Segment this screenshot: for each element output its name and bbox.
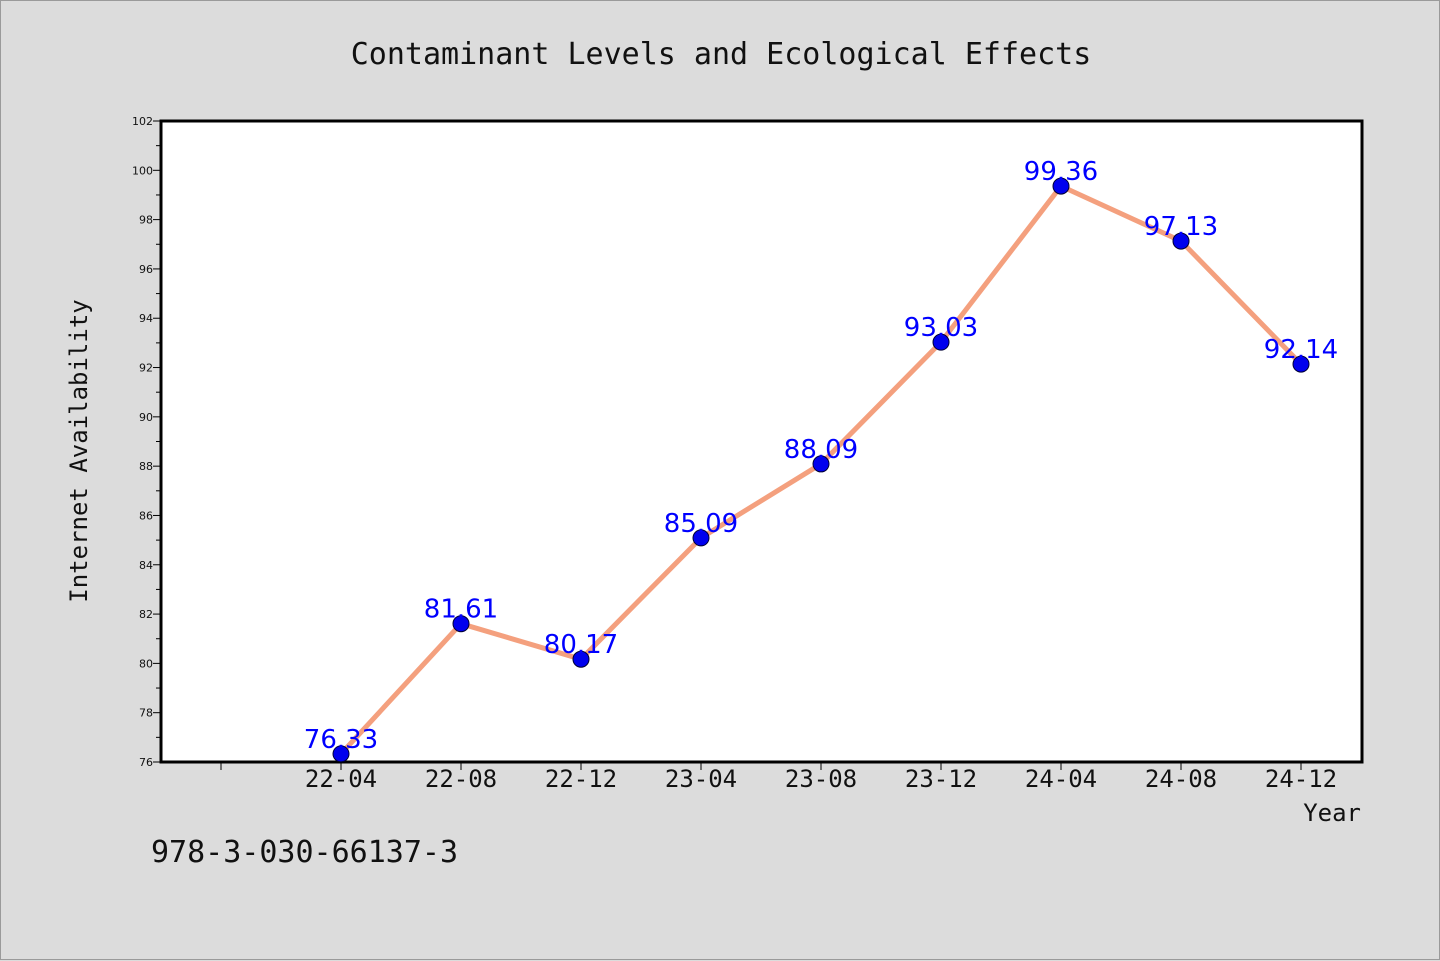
plot-area — [159, 119, 1364, 764]
data-label: 99.36 — [1024, 157, 1098, 187]
x-axis: 22-04 22-08 22-12 23-04 23-08 23-12 24-04 24-08… — [220, 762, 1337, 793]
x-tick-label: 23-04 — [665, 765, 737, 793]
data-point — [932, 333, 950, 351]
x-axis-label: Year — [1303, 799, 1361, 827]
y-tick-label: 86 — [139, 509, 153, 522]
data-point — [1292, 355, 1310, 373]
data-point — [572, 650, 590, 668]
data-point — [1172, 232, 1190, 250]
data-label: 80.17 — [544, 630, 618, 660]
y-tick-label: 82 — [139, 608, 153, 621]
y-tick-label: 100 — [132, 164, 153, 177]
y-axis: 76 78 80 82 84 86 88 90 92 94 96 98 100 102 — [132, 115, 161, 769]
data-point — [1052, 177, 1070, 195]
data-point — [692, 529, 710, 547]
data-point — [332, 745, 350, 763]
y-tick-label: 84 — [139, 559, 153, 572]
y-tick-label: 92 — [139, 362, 153, 375]
x-tick-label: 22-12 — [545, 765, 617, 793]
y-tick-label: 80 — [139, 657, 153, 670]
data-point — [812, 455, 830, 473]
data-points — [332, 177, 1310, 763]
y-tick-label: 96 — [139, 263, 153, 276]
y-tick-label: 90 — [139, 411, 153, 424]
y-axis-label: Internet Availability — [65, 299, 93, 602]
data-label: 76.33 — [304, 725, 378, 755]
y-tick-label: 88 — [139, 460, 153, 473]
data-label: 85.09 — [664, 509, 738, 539]
x-tick-label: 23-12 — [905, 765, 977, 793]
y-tick-label: 78 — [139, 707, 153, 720]
y-tick-label: 76 — [139, 756, 153, 769]
x-tick-label: 24-08 — [1145, 765, 1217, 793]
x-tick-label: 23-08 — [785, 765, 857, 793]
data-label: 81.61 — [424, 595, 498, 625]
data-point — [452, 615, 470, 633]
x-tick-label: 22-04 — [305, 765, 377, 793]
data-label: 88.09 — [784, 435, 858, 465]
data-label: 92.14 — [1264, 335, 1338, 365]
y-tick-label: 98 — [139, 214, 153, 227]
footer-code: 978-3-030-66137-3 — [151, 835, 459, 870]
x-tick-label: 24-12 — [1265, 765, 1337, 793]
data-label: 93.03 — [904, 313, 978, 343]
data-labels: 76.33 81.61 80.17 85.09 88.09 93.03 99.36 97.13… — [304, 157, 1338, 755]
x-tick-label: 24-04 — [1025, 765, 1097, 793]
y-tick-label: 102 — [132, 115, 153, 128]
chart-title: Contaminant Levels and Ecological Effect… — [351, 37, 1092, 72]
x-tick-label: 22-08 — [425, 765, 497, 793]
data-label: 97.13 — [1144, 212, 1218, 242]
y-tick-label: 94 — [139, 312, 153, 325]
